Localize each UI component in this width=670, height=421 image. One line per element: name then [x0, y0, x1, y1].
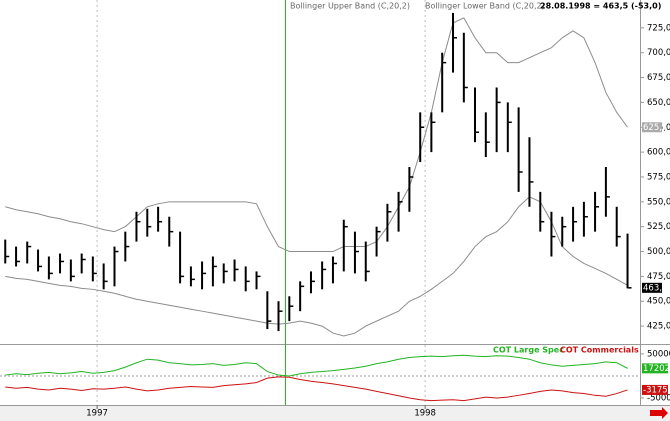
legend-lower: Bollinger Lower Band (C,20,2) [425, 2, 545, 11]
y-tick-label: 475,0 [647, 272, 670, 282]
x-tick-label: 1998 [414, 409, 436, 419]
series-line [5, 17, 628, 253]
last-value-label: 463,5 [643, 283, 667, 293]
legend-cot-spec: COT Large Spec [493, 346, 564, 355]
series-line [5, 354, 628, 377]
legend-upper: Bollinger Upper Band (C,20,2) [290, 2, 410, 11]
series-line [5, 376, 628, 402]
y-tick-label: 675,0 [647, 73, 670, 83]
y-tick-label: 50000 [647, 349, 670, 359]
y-tick-label: 425,0 [647, 322, 670, 332]
scroll-arrow[interactable] [650, 407, 668, 419]
band-value-box [642, 122, 662, 133]
y-tick-label: 575,0 [647, 172, 670, 182]
y-tick-label: 500,0 [647, 247, 670, 257]
y-tick-label: 550,0 [647, 197, 670, 207]
y-tick-label: 600,0 [647, 148, 670, 158]
y-tick-label: 650,0 [647, 98, 670, 108]
y-tick-label: -50000 [647, 393, 670, 403]
status: 28.08.1998 = 463,5 (-53,0) [540, 2, 661, 11]
last-value-label: 17202 [643, 364, 670, 374]
x-tick-label: 1997 [86, 409, 108, 419]
last-value-box [642, 282, 662, 293]
y-tick-label: 725,0 [647, 23, 670, 33]
y-tick-label: 450,0 [647, 297, 670, 307]
last-value-label: -31754 [643, 385, 670, 395]
band-value-label: 625,8 [643, 123, 667, 133]
x-axis-band [0, 406, 670, 421]
last-value-box [642, 384, 668, 395]
y-tick-label: 525,0 [647, 222, 670, 232]
last-value-box [642, 363, 668, 374]
legend-cot-comm: COT Commercials [560, 346, 639, 355]
series-line [5, 196, 628, 337]
y-tick-label: 700,0 [647, 48, 670, 58]
